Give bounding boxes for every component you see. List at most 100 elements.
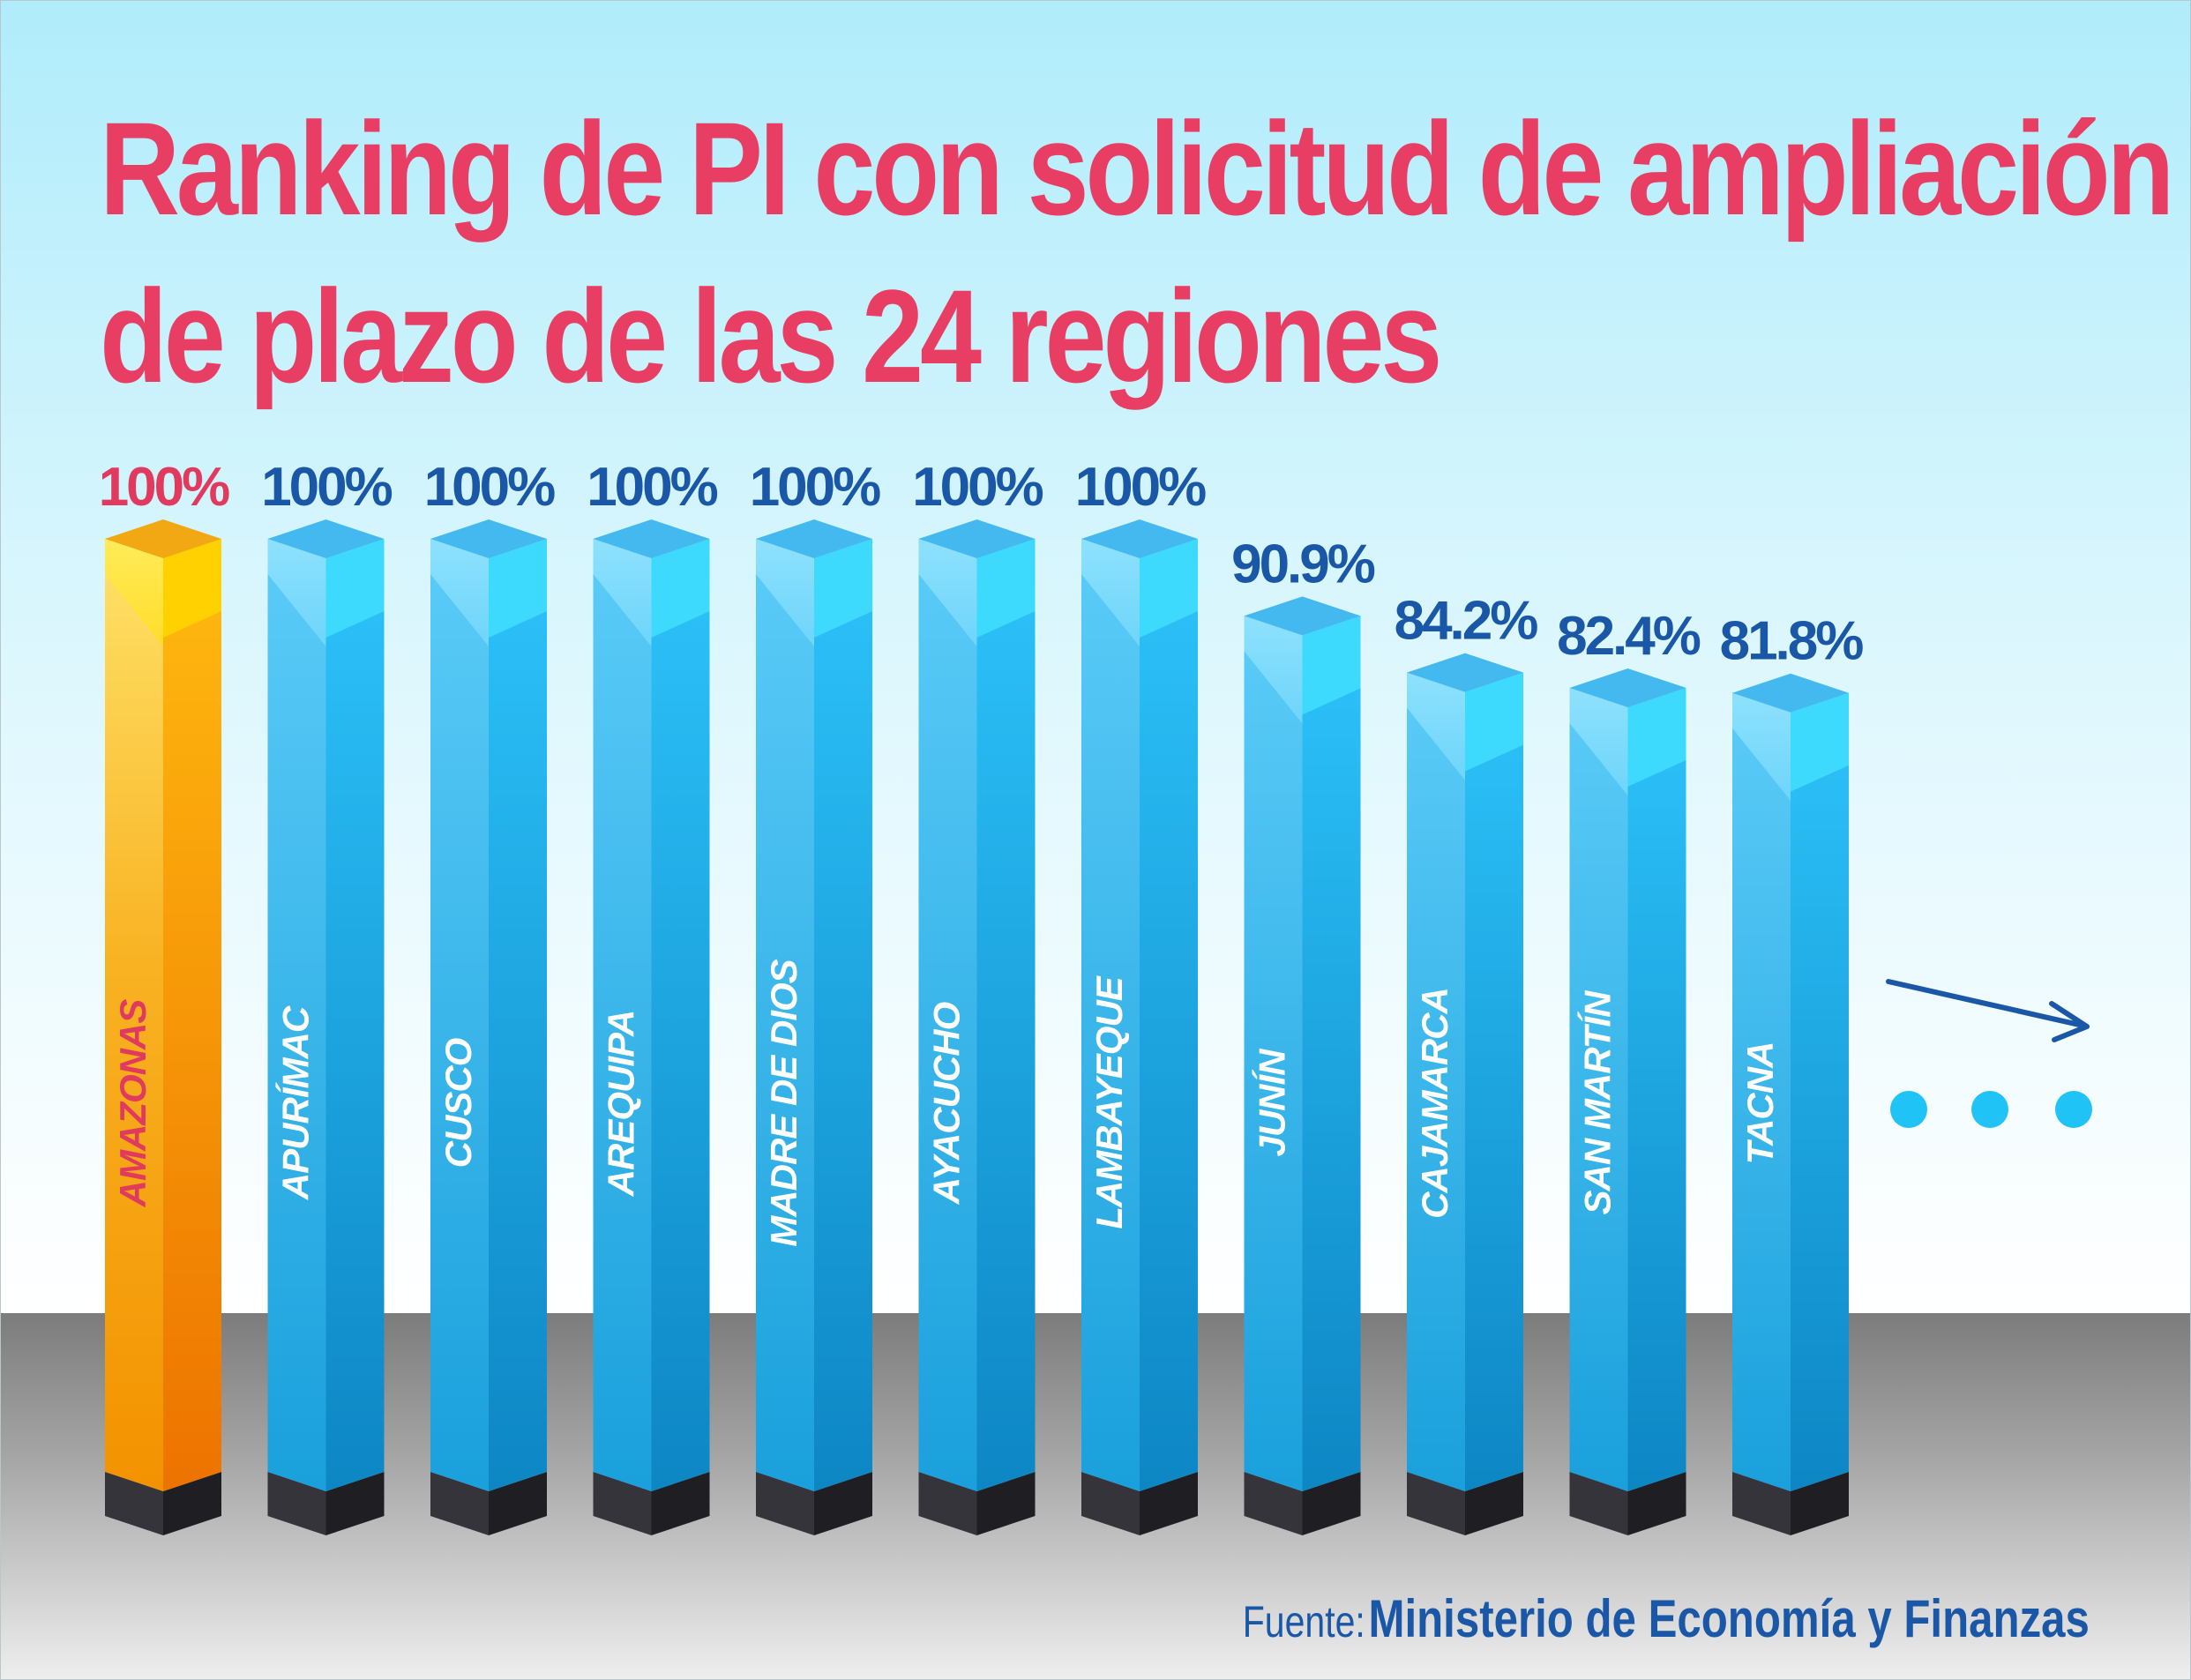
bar-top-cap <box>267 519 385 558</box>
bar-right-highlight <box>163 539 221 638</box>
bar-base-left <box>1244 1472 1303 1535</box>
bar-left-highlight <box>593 539 652 646</box>
bar-left-highlight <box>1569 687 1628 795</box>
bar-base-right <box>1302 1472 1361 1535</box>
bar-base-right <box>651 1472 710 1535</box>
category-label: AYACUCHO <box>926 1002 968 1205</box>
value-label: 100% <box>750 457 880 518</box>
bar-left-face <box>267 539 326 1491</box>
bar-left-face <box>1407 672 1465 1491</box>
value-label: 100% <box>424 457 555 518</box>
bar-right-face <box>651 539 710 1491</box>
bar-left-highlight <box>1732 692 1791 801</box>
category-label: CAJAMARCA <box>1414 988 1455 1219</box>
source-name: Ministerio de Economía y Finanzas <box>1368 1589 2090 1648</box>
bar-base-left <box>1407 1472 1465 1535</box>
bar-right-highlight <box>325 539 385 638</box>
category-label: AREQUIPA <box>601 1011 643 1198</box>
bar-top-cap <box>430 519 547 558</box>
bar-right-face <box>1302 616 1361 1491</box>
value-label: 84.2% <box>1395 591 1538 652</box>
value-label: 100% <box>587 457 717 518</box>
chart-title-line-2: de plazo de las 24 regiones <box>100 262 1442 410</box>
bar: 100% AREQUIPA <box>587 457 721 1535</box>
bar-right-highlight <box>814 539 872 638</box>
value-label: 81.8% <box>1720 611 1864 672</box>
value-label: 100% <box>261 457 392 518</box>
bar-base-right <box>1791 1472 1849 1535</box>
bar-top-cap <box>1244 596 1361 636</box>
bar: 82.4% SAN MARTÍN <box>1557 606 1703 1535</box>
bar-top-cap <box>1732 673 1849 713</box>
bar-left-highlight <box>105 539 163 646</box>
source-note: Fuente: Ministerio de Economía y Finanza… <box>1243 1588 2090 1649</box>
bar-right-highlight <box>1302 616 1361 715</box>
source-prefix: Fuente: <box>1242 1597 1365 1646</box>
category-label: MADRE DE DIOS <box>763 959 804 1246</box>
value-label: 100% <box>1075 457 1206 518</box>
bar-top-cap <box>593 519 710 558</box>
continuation-arrow-icon <box>1886 979 2090 1042</box>
bar-base-left <box>918 1472 977 1535</box>
bar-right-face <box>163 539 221 1491</box>
bar-left-highlight <box>430 539 489 646</box>
bar-right-face <box>976 539 1036 1491</box>
bar-left-face <box>430 539 489 1491</box>
bar-base-left <box>756 1472 814 1535</box>
bar-base-left <box>593 1472 652 1535</box>
bar-base-right <box>976 1472 1036 1535</box>
bar-left-highlight <box>756 539 814 646</box>
bar-left-highlight <box>1244 616 1303 724</box>
value-label: 100% <box>99 457 229 518</box>
bar-top-cap <box>1407 653 1523 692</box>
bar: 100% APURÍMAC <box>261 457 395 1535</box>
bar-right-face <box>325 539 385 1491</box>
bar-base-right <box>489 1472 547 1535</box>
bar-right-face <box>1465 672 1523 1491</box>
bar-base-left <box>1732 1472 1791 1535</box>
category-label: TACNA <box>1739 1042 1781 1165</box>
bar: 100% CUSCO <box>424 457 557 1535</box>
bar-top-cap <box>1081 519 1198 558</box>
category-label: SAN MARTÍN <box>1577 989 1619 1215</box>
bars: 100% AMAZONAS 100% APURÍMAC 100% CUSCO 100% ARE… <box>99 457 1866 1535</box>
bar-right-highlight <box>651 539 710 638</box>
bar-right-face <box>814 539 872 1491</box>
bar-base-right <box>1627 1472 1686 1535</box>
bar-base-left <box>1081 1472 1140 1535</box>
bar-left-highlight <box>1407 672 1465 780</box>
bar-base-left <box>105 1472 163 1535</box>
bar-base-right <box>163 1472 221 1535</box>
bar: 100% AYACUCHO <box>912 457 1046 1535</box>
bar: 90.9% JUNÍN <box>1231 534 1378 1535</box>
bar-base-left <box>430 1472 489 1535</box>
bar-left-face <box>105 539 163 1491</box>
bar: 100% AMAZONAS <box>99 457 232 1535</box>
bar-right-face <box>1627 687 1686 1491</box>
value-label: 82.4% <box>1557 606 1701 667</box>
bar-left-face <box>756 539 814 1491</box>
bar-base-right <box>1140 1472 1198 1535</box>
category-label: CUSCO <box>437 1038 479 1168</box>
bar-right-highlight <box>1140 539 1198 638</box>
bar-base-right <box>325 1472 385 1535</box>
bar-left-face <box>918 539 977 1491</box>
bar-base-left <box>1569 1472 1628 1535</box>
bar-right-face <box>489 539 547 1491</box>
bar-top-cap <box>756 519 872 558</box>
bar-left-highlight <box>1081 539 1140 646</box>
bar: 81.8% TACNA <box>1720 611 1866 1535</box>
bar-base-left <box>267 1472 326 1535</box>
bar-top-cap <box>1569 668 1686 707</box>
continuation-marks <box>1886 979 2092 1128</box>
bar: 100% LAMBAYEQUE <box>1075 457 1208 1535</box>
value-label: 90.9% <box>1231 534 1375 594</box>
bar-right-highlight <box>1465 672 1523 772</box>
ellipsis-dots-icon <box>1890 1091 2092 1128</box>
bar: 100% MADRE DE DIOS <box>750 457 883 1535</box>
bar-right-face <box>1140 539 1198 1491</box>
bar-top-cap <box>918 519 1036 558</box>
bar-right-highlight <box>976 539 1036 638</box>
bar-right-highlight <box>1627 687 1686 787</box>
